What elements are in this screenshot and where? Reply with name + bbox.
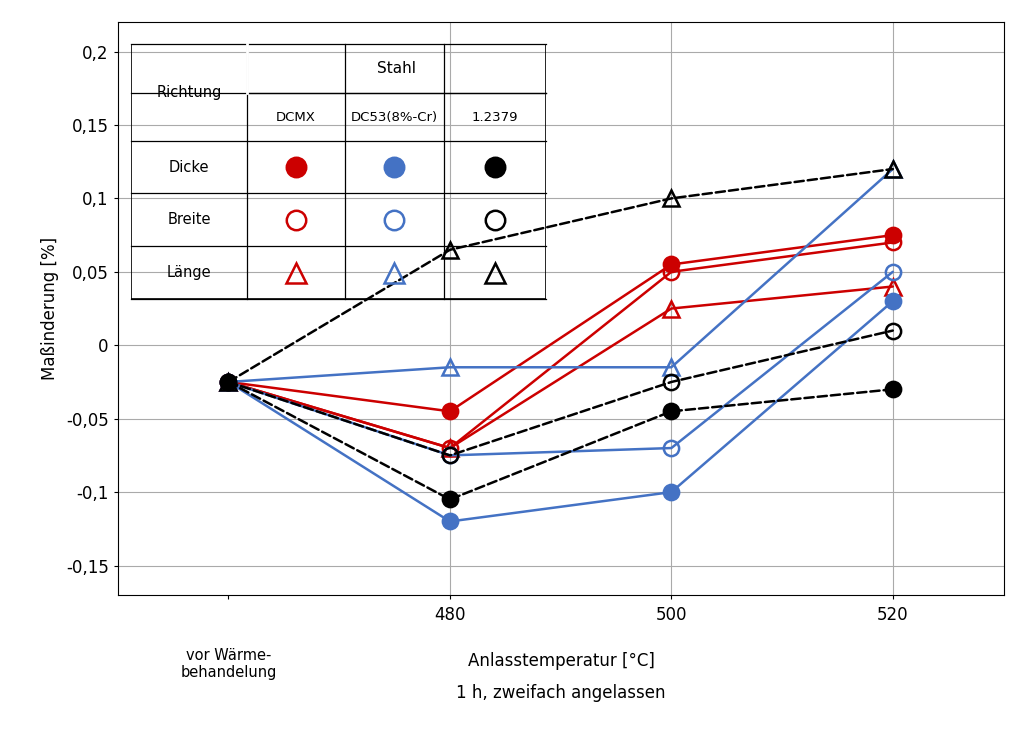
Text: 1.2379: 1.2379 bbox=[472, 111, 518, 123]
Text: DCMX: DCMX bbox=[276, 111, 315, 123]
Text: Dicke: Dicke bbox=[169, 160, 209, 175]
Text: Stahl: Stahl bbox=[377, 61, 416, 76]
Text: vor Wärme-
behandelung: vor Wärme- behandelung bbox=[180, 647, 276, 680]
Text: Richtung: Richtung bbox=[157, 85, 222, 101]
Text: Breite: Breite bbox=[167, 212, 211, 227]
Y-axis label: Maßinderung [%]: Maßinderung [%] bbox=[41, 237, 59, 380]
Text: DC53(8%-Cr): DC53(8%-Cr) bbox=[351, 111, 438, 123]
Text: Anlasstemperatur [°C]: Anlasstemperatur [°C] bbox=[468, 653, 654, 670]
Text: Länge: Länge bbox=[167, 265, 211, 280]
Text: 1 h, zweifach angelassen: 1 h, zweifach angelassen bbox=[457, 684, 666, 702]
